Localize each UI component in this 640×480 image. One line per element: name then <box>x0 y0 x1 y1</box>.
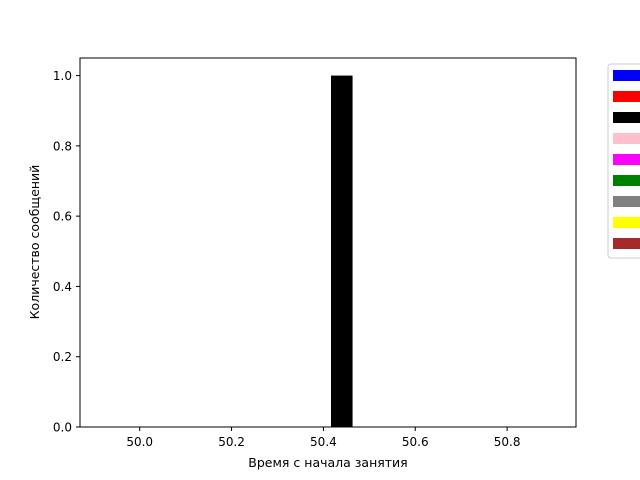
legend-swatch-7 <box>613 217 640 228</box>
x-axis: 50.0 50.2 50.4 50.6 50.8 <box>126 427 520 449</box>
legend-swatch-5 <box>613 175 640 186</box>
legend-swatch-6 <box>613 196 640 207</box>
legend-swatch-2 <box>613 112 640 123</box>
legend-swatch-4 <box>613 154 640 165</box>
x-tick-label-3: 50.6 <box>402 435 429 449</box>
bar-0 <box>330 75 353 428</box>
y-axis-title: Количество сообщений <box>27 165 42 320</box>
y-tick-label-0: 0.0 <box>53 421 72 435</box>
bars-layer <box>330 75 353 428</box>
legend-swatch-0 <box>613 70 640 81</box>
y-tick-label-5: 1.0 <box>53 69 72 83</box>
x-tick-label-2: 50.4 <box>310 435 337 449</box>
y-tick-label-2: 0.4 <box>53 280 72 294</box>
x-tick-label-4: 50.8 <box>494 435 521 449</box>
plot-area-frame <box>79 57 577 428</box>
legend-swatch-3 <box>613 133 640 144</box>
legend <box>607 63 640 259</box>
legend-swatch-1 <box>613 91 640 102</box>
x-tick-label-1: 50.2 <box>218 435 245 449</box>
legend-swatch-8 <box>613 238 640 249</box>
y-axis: 0.0 0.2 0.4 0.6 0.8 1.0 <box>53 69 80 435</box>
x-tick-label-0: 50.0 <box>126 435 153 449</box>
y-tick-label-1: 0.2 <box>53 350 72 364</box>
y-tick-label-3: 0.6 <box>53 210 72 224</box>
x-axis-title: Время с начала занятия <box>248 455 407 470</box>
y-tick-label-4: 0.8 <box>53 139 72 153</box>
